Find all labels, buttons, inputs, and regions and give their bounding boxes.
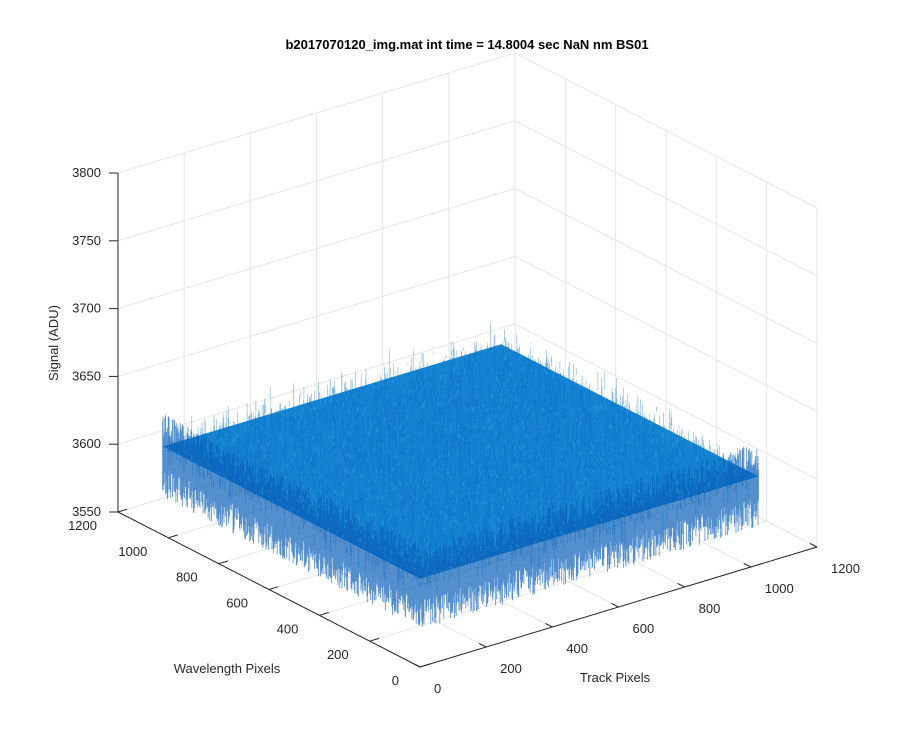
x-tick-label: 600 xyxy=(633,621,655,636)
tick-labels: 0 200 400 600 800 1000 1200 0 200 400 600 800 1000 12… xyxy=(68,165,860,696)
y-tick-mark xyxy=(268,586,279,590)
y-tick-label: 800 xyxy=(176,570,198,585)
side-wall-grid-horizontal xyxy=(514,120,818,277)
side-wall-grid-horizontal xyxy=(514,323,818,480)
z-tick-label: 3600 xyxy=(72,436,101,451)
y-tick-label: 600 xyxy=(226,596,248,611)
axes-lines xyxy=(109,172,818,668)
side-wall-grid-horizontal xyxy=(514,188,818,345)
z-tick-label: 3650 xyxy=(72,368,101,383)
z-axis-title: Signal (ADU) xyxy=(46,305,61,381)
back-wall-grid-horizontal xyxy=(117,188,516,310)
y-tick-mark xyxy=(369,637,380,642)
x-tick-mark xyxy=(677,582,685,588)
back-wall-grid-horizontal xyxy=(117,323,516,445)
back-wall-grid-horizontal xyxy=(117,52,516,174)
surface-highlights xyxy=(167,332,756,576)
y-tick-label: 1000 xyxy=(118,544,147,559)
x-axis-title: Track Pixels xyxy=(580,670,651,685)
x-tick-label: 200 xyxy=(500,661,522,676)
x-tick-mark xyxy=(743,562,752,568)
surface-edge-noise xyxy=(162,415,759,627)
y-tick-label: 1200 xyxy=(68,518,97,533)
side-wall-grid-horizontal xyxy=(514,52,818,209)
y-tick-mark xyxy=(419,663,430,668)
side-wall-grid-horizontal xyxy=(514,255,818,412)
surface-mesh xyxy=(162,323,759,627)
x-tick-label: 400 xyxy=(566,641,588,656)
y-tick-mark xyxy=(218,560,229,565)
y-tick-label: 0 xyxy=(392,673,399,688)
y-axis-title: Wavelength Pixels xyxy=(174,661,281,676)
y-tick-label: 200 xyxy=(327,647,349,662)
x-tick-mark xyxy=(412,662,421,668)
x-tick-label: 1000 xyxy=(765,581,794,596)
x-tick-label: 1200 xyxy=(831,561,860,576)
back-wall-grid-horizontal xyxy=(117,255,516,377)
x-tick-label: 0 xyxy=(434,681,441,696)
z-tick-label: 3750 xyxy=(72,233,101,248)
y-tick-mark xyxy=(168,534,178,539)
y-tick-mark xyxy=(117,508,128,513)
back-wall-grid-horizontal xyxy=(117,120,516,242)
chart-title: b2017070120_img.mat int time = 14.8004 s… xyxy=(285,37,648,52)
x-tick-label: 800 xyxy=(699,601,721,616)
y-tick-mark xyxy=(319,612,329,616)
z-tick-label: 3550 xyxy=(72,504,101,519)
x-tick-mark xyxy=(478,642,487,648)
y-tick-label: 400 xyxy=(277,621,299,636)
z-tick-label: 3700 xyxy=(72,301,101,316)
x-tick-mark xyxy=(809,542,818,548)
x-tick-mark xyxy=(611,602,619,608)
x-tick-mark xyxy=(545,622,553,628)
z-tick-label: 3800 xyxy=(72,165,101,180)
